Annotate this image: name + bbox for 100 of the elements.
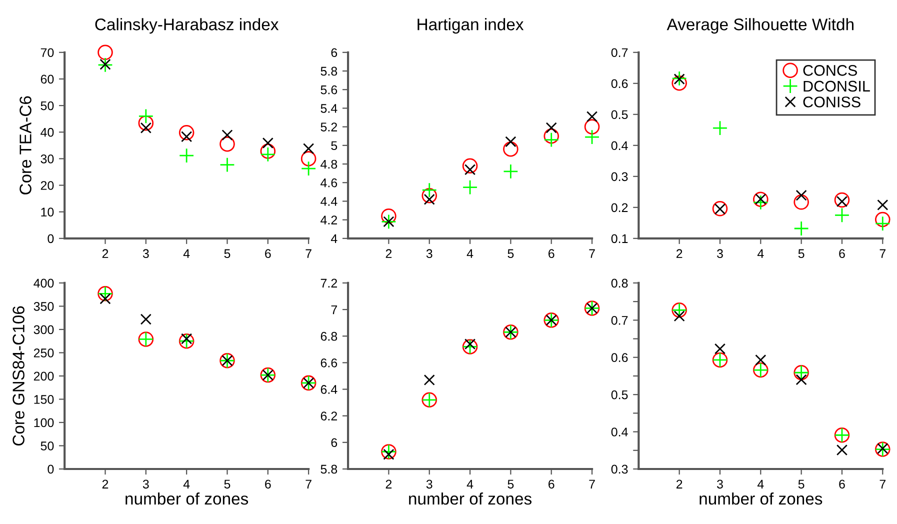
x-tick-label: 6 xyxy=(548,249,554,258)
y-tick-label: 4 xyxy=(330,234,338,243)
y-tick-label: 6 xyxy=(331,438,338,448)
legend-label: CONCS xyxy=(803,65,857,76)
y-tick-label: 400 xyxy=(34,278,54,288)
y-tick-label: 6.2 xyxy=(320,412,337,420)
y-axis-title: Core TEA-C6 xyxy=(20,96,32,194)
y-tick-label: 60 xyxy=(40,74,54,84)
y-tick-label: 6.8 xyxy=(320,332,338,341)
y-tick-label: 30 xyxy=(40,154,54,164)
point xyxy=(546,122,557,134)
x-tick-label: 4 xyxy=(466,480,474,488)
y-tick-label: 350 xyxy=(34,302,54,311)
y-tick-label: 250 xyxy=(34,348,54,358)
x-tick-label: 4 xyxy=(183,480,190,488)
y-tick-label: 0.4 xyxy=(611,428,628,436)
y-tick-label: 0.7 xyxy=(611,316,628,325)
point xyxy=(220,136,235,152)
point xyxy=(262,137,274,149)
point xyxy=(424,374,435,386)
y-tick-label: 5.8 xyxy=(320,464,338,474)
y-tick-label: 0.5 xyxy=(611,390,628,400)
point xyxy=(877,199,888,210)
x-tick-label: 2 xyxy=(676,249,682,258)
x-tick-label: 7 xyxy=(589,249,595,258)
x-tick-label: 2 xyxy=(386,249,392,258)
point xyxy=(462,180,478,195)
x-tick-label: 4 xyxy=(183,249,190,258)
point xyxy=(98,57,113,73)
x-tick-label: 5 xyxy=(224,249,230,258)
point xyxy=(462,158,478,174)
point xyxy=(834,208,850,223)
point xyxy=(140,314,152,325)
x-tick-label: 2 xyxy=(386,480,392,488)
point xyxy=(674,310,685,322)
point xyxy=(260,144,276,159)
point xyxy=(586,111,598,122)
chart-title: Average Silhouette Witdh xyxy=(666,18,854,34)
y-tick-label: 7 xyxy=(331,305,337,314)
y-tick-label: 10 xyxy=(41,208,54,216)
x-tick-label: 6 xyxy=(839,249,845,258)
x-tick-label: 7 xyxy=(306,480,312,488)
point xyxy=(300,160,316,176)
y-tick-label: 6.4 xyxy=(320,385,338,394)
point xyxy=(672,70,687,86)
point xyxy=(98,44,113,60)
point xyxy=(422,188,438,204)
y-tick-label: 300 xyxy=(34,325,54,334)
y-tick-label: 40 xyxy=(40,128,54,137)
point xyxy=(544,132,559,148)
y-tick-label: 4.6 xyxy=(320,178,338,188)
point xyxy=(714,343,726,354)
y-tick-label: 150 xyxy=(34,395,54,404)
y-tick-label: 0.6 xyxy=(611,353,628,362)
x-axis-title: number of zones xyxy=(700,492,822,505)
x-tick-label: 5 xyxy=(798,249,804,258)
y-tick-label: 50 xyxy=(40,101,54,110)
x-axis-title: number of zones xyxy=(409,492,532,505)
y-tick-label: 7.2 xyxy=(320,278,337,288)
x-tick-label: 7 xyxy=(306,249,312,258)
y-tick-label: 0.1 xyxy=(611,234,628,244)
point xyxy=(138,115,154,131)
y-tick-label: 0.3 xyxy=(611,172,628,182)
y-tick-label: 0 xyxy=(48,234,54,244)
x-tick-label: 3 xyxy=(142,480,149,489)
x-tick-label: 7 xyxy=(880,480,886,488)
point xyxy=(505,136,516,148)
y-tick-label: 4.8 xyxy=(320,160,338,169)
y-tick-label: 0.3 xyxy=(611,464,628,474)
x-tick-label: 5 xyxy=(508,249,514,258)
point xyxy=(794,194,809,210)
point xyxy=(381,208,396,224)
x-axis-title: number of zones xyxy=(126,492,248,505)
x-tick-label: 6 xyxy=(839,480,845,489)
point xyxy=(796,190,807,201)
y-tick-label: 70 xyxy=(40,48,54,58)
y-tick-label: 0.7 xyxy=(611,48,628,58)
point xyxy=(138,108,154,124)
y-tick-label: 4.2 xyxy=(320,216,337,224)
y-tick-label: 0.8 xyxy=(611,278,628,288)
x-tick-label: 7 xyxy=(589,480,595,488)
point xyxy=(100,58,111,70)
point xyxy=(836,444,848,456)
point xyxy=(672,75,687,91)
y-tick-label: 100 xyxy=(34,418,54,428)
y-tick-label: 0.6 xyxy=(611,79,628,88)
y-tick-label: 5.8 xyxy=(320,66,338,76)
x-tick-label: 3 xyxy=(716,480,723,489)
y-tick-label: 0.4 xyxy=(611,141,628,150)
point xyxy=(503,164,518,180)
x-tick-label: 6 xyxy=(265,480,271,489)
x-tick-label: 3 xyxy=(426,480,432,489)
x-tick-label: 4 xyxy=(466,249,474,258)
x-tick-label: 3 xyxy=(142,249,149,258)
x-tick-label: 2 xyxy=(676,480,682,488)
y-tick-label: 5 xyxy=(331,141,338,150)
x-tick-label: 6 xyxy=(265,249,271,258)
x-tick-label: 3 xyxy=(716,249,723,258)
y-tick-label: 200 xyxy=(34,372,54,381)
point xyxy=(875,212,890,228)
